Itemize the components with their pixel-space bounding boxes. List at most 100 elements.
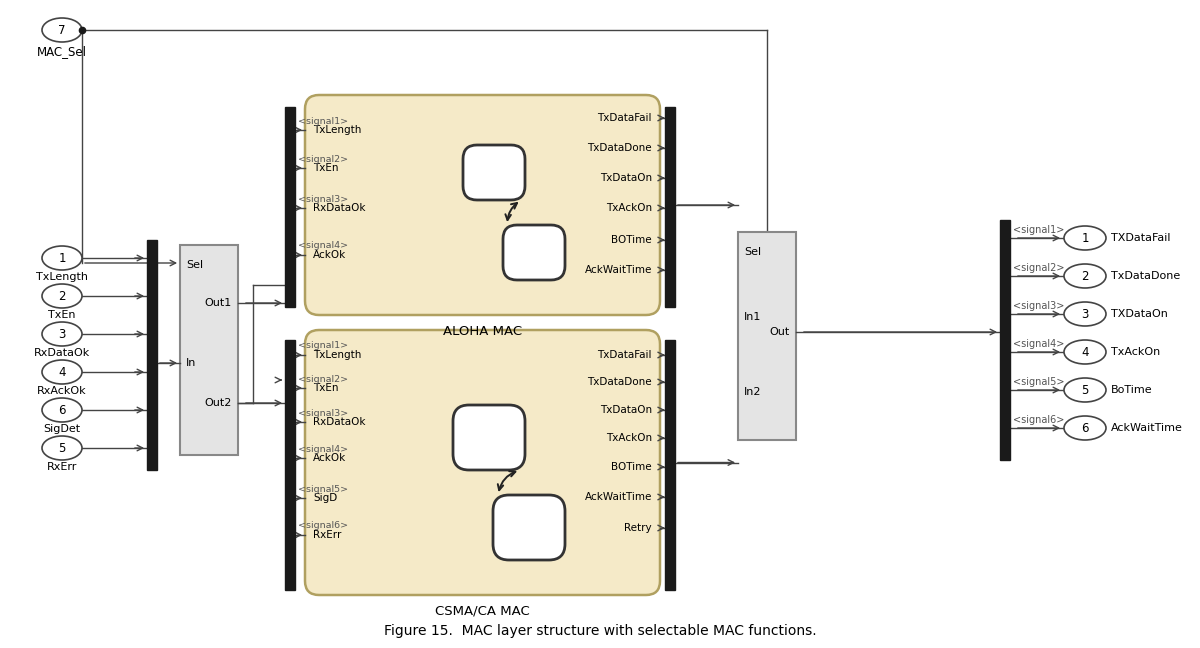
Text: TxEn: TxEn <box>48 310 76 320</box>
Text: <signal4>: <signal4> <box>298 445 348 454</box>
FancyBboxPatch shape <box>493 495 565 560</box>
Text: Retry: Retry <box>624 523 652 533</box>
Ellipse shape <box>1064 226 1106 250</box>
Text: 6: 6 <box>59 404 66 417</box>
Text: 3: 3 <box>59 327 66 340</box>
Text: <signal2>: <signal2> <box>1013 263 1064 273</box>
Text: SigD: SigD <box>313 493 337 503</box>
Text: In2: In2 <box>744 387 762 397</box>
Text: <signal3>: <signal3> <box>298 408 348 417</box>
Text: AckWaitTime: AckWaitTime <box>1111 423 1183 433</box>
FancyBboxPatch shape <box>305 95 660 315</box>
Text: TxLength: TxLength <box>313 125 361 135</box>
Text: BoTime: BoTime <box>1111 385 1153 395</box>
Bar <box>286 340 295 590</box>
Text: <signal5>: <signal5> <box>298 485 348 494</box>
Text: ALOHA MAC: ALOHA MAC <box>443 325 522 338</box>
Text: TxLength: TxLength <box>313 350 361 360</box>
Text: 5: 5 <box>59 441 66 454</box>
Text: Figure 15.  MAC layer structure with selectable MAC functions.: Figure 15. MAC layer structure with sele… <box>384 624 816 638</box>
Text: TxDataOn: TxDataOn <box>600 173 652 183</box>
Text: Sel: Sel <box>744 247 761 257</box>
FancyBboxPatch shape <box>305 330 660 595</box>
Text: 2: 2 <box>59 290 66 303</box>
Text: Out2: Out2 <box>205 398 232 408</box>
Text: 3: 3 <box>1081 308 1088 321</box>
Text: TxAckOn: TxAckOn <box>606 203 652 213</box>
Text: AckOk: AckOk <box>313 250 347 260</box>
Text: TxLength: TxLength <box>36 272 88 282</box>
Text: In: In <box>186 358 197 368</box>
Text: 7: 7 <box>59 23 66 36</box>
Text: BOTime: BOTime <box>611 235 652 245</box>
Text: <signal1>: <signal1> <box>1013 225 1064 235</box>
Text: AckWaitTime: AckWaitTime <box>584 492 652 502</box>
Text: 4: 4 <box>59 365 66 378</box>
Text: TxAckOn: TxAckOn <box>606 433 652 443</box>
FancyBboxPatch shape <box>503 225 565 280</box>
Text: Out1: Out1 <box>205 298 232 308</box>
Ellipse shape <box>42 436 82 460</box>
Ellipse shape <box>42 398 82 422</box>
Bar <box>665 340 674 590</box>
Bar <box>738 232 796 440</box>
Text: <signal2>: <signal2> <box>298 154 348 163</box>
Text: <signal2>: <signal2> <box>298 375 348 384</box>
Text: TxDataFail: TxDataFail <box>598 113 652 123</box>
FancyBboxPatch shape <box>463 145 526 200</box>
Bar <box>180 245 238 455</box>
Ellipse shape <box>42 246 82 270</box>
Text: RxErr: RxErr <box>47 462 77 472</box>
Ellipse shape <box>42 322 82 346</box>
Text: In1: In1 <box>744 312 761 322</box>
Text: SigDet: SigDet <box>43 424 80 434</box>
Text: <signal4>: <signal4> <box>1013 339 1064 349</box>
Ellipse shape <box>1064 416 1106 440</box>
Text: TxEn: TxEn <box>313 383 338 393</box>
Text: <signal3>: <signal3> <box>298 194 348 203</box>
Ellipse shape <box>1064 378 1106 402</box>
Text: CSMA/CA MAC: CSMA/CA MAC <box>436 605 530 618</box>
Text: RxErr: RxErr <box>313 530 341 540</box>
Ellipse shape <box>1064 302 1106 326</box>
Ellipse shape <box>42 18 82 42</box>
Text: RxDataOk: RxDataOk <box>34 348 90 358</box>
Text: MAC_Sel: MAC_Sel <box>37 45 88 58</box>
Ellipse shape <box>1064 340 1106 364</box>
Text: TxDataFail: TxDataFail <box>598 350 652 360</box>
Bar <box>148 240 157 470</box>
Text: <signal6>: <signal6> <box>298 522 348 531</box>
Text: <signal6>: <signal6> <box>1013 415 1064 425</box>
Bar <box>286 107 295 307</box>
Text: TxEn: TxEn <box>313 163 338 173</box>
Text: Sel: Sel <box>186 260 203 270</box>
Text: 4: 4 <box>1081 345 1088 358</box>
Text: 5: 5 <box>1081 384 1088 397</box>
Text: TXDataOn: TXDataOn <box>1111 309 1168 319</box>
Text: TxAckOn: TxAckOn <box>1111 347 1160 357</box>
Text: RxDataOk: RxDataOk <box>313 417 366 427</box>
Ellipse shape <box>42 360 82 384</box>
Text: TxDataDone: TxDataDone <box>587 377 652 387</box>
Text: RxAckOk: RxAckOk <box>37 386 86 396</box>
FancyBboxPatch shape <box>454 405 526 470</box>
Text: TxDataOn: TxDataOn <box>600 405 652 415</box>
Text: <signal4>: <signal4> <box>298 242 348 251</box>
Text: 1: 1 <box>59 251 66 264</box>
Text: RxDataOk: RxDataOk <box>313 203 366 213</box>
Text: <signal1>: <signal1> <box>298 117 348 126</box>
Text: 1: 1 <box>1081 231 1088 244</box>
Text: <signal1>: <signal1> <box>298 341 348 351</box>
Text: AckWaitTime: AckWaitTime <box>584 265 652 275</box>
Text: BOTime: BOTime <box>611 462 652 472</box>
Text: <signal5>: <signal5> <box>1013 377 1064 387</box>
Text: TxDataDone: TxDataDone <box>1111 271 1181 281</box>
Text: Out: Out <box>769 327 790 337</box>
Text: TxDataDone: TxDataDone <box>587 143 652 153</box>
Text: <signal3>: <signal3> <box>1013 301 1064 311</box>
Text: 2: 2 <box>1081 270 1088 283</box>
Text: 6: 6 <box>1081 421 1088 435</box>
Text: TXDataFail: TXDataFail <box>1111 233 1170 243</box>
Bar <box>665 107 674 307</box>
Text: AckOk: AckOk <box>313 453 347 463</box>
